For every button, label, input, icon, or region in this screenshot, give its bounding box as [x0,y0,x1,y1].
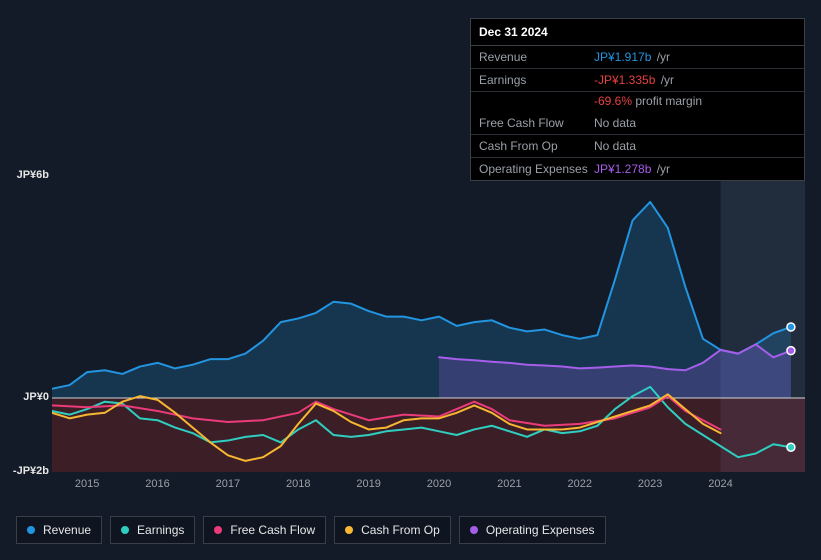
legend-item-free-cash-flow[interactable]: Free Cash Flow [203,516,326,544]
y-axis-label: -JP¥2b [13,465,49,477]
x-axis-label: 2024 [708,478,732,490]
legend-item-earnings[interactable]: Earnings [110,516,195,544]
legend-label: Free Cash Flow [230,523,315,537]
legend-dot-icon [345,526,353,534]
legend-label: Cash From Op [361,523,440,537]
x-axis-label: 2018 [286,478,310,490]
legend-label: Operating Expenses [486,523,595,537]
x-axis-label: 2017 [216,478,240,490]
tooltip-row-value: -JP¥1.335b /yr [594,73,796,87]
earnings-chart[interactable]: JP¥6b JP¥0 -JP¥2b 2015 2016 2017 2018 2019 2020… [16,160,805,500]
legend-item-cash-from-op[interactable]: Cash From Op [334,516,451,544]
legend-label: Revenue [43,523,91,537]
tooltip-row-label: Free Cash Flow [479,116,594,130]
tooltip-row: Free Cash FlowNo data [471,112,804,135]
tooltip-row-label: Operating Expenses [479,162,594,176]
tooltip-row-value: JP¥1.278b /yr [594,162,796,176]
legend-dot-icon [121,526,129,534]
tooltip-row-value: No data [594,116,796,130]
tooltip-date: Dec 31 2024 [471,19,804,46]
x-axis-label: 2016 [145,478,169,490]
legend-dot-icon [214,526,222,534]
y-axis-label: JP¥6b [17,169,49,181]
legend-item-revenue[interactable]: Revenue [16,516,102,544]
tooltip-row-value: No data [594,139,796,153]
tooltip-row-value: JP¥1.917b /yr [594,50,796,64]
legend-label: Earnings [137,523,184,537]
x-axis-label: 2020 [427,478,451,490]
x-axis-label: 2019 [356,478,380,490]
y-axis-label: JP¥0 [23,391,49,403]
tooltip-row: RevenueJP¥1.917b /yr [471,46,804,69]
tooltip-row-sub: -69.6% profit margin [471,92,804,112]
legend-dot-icon [27,526,35,534]
chart-plot-area [52,176,805,472]
legend-dot-icon [470,526,478,534]
x-axis-label: 2021 [497,478,521,490]
chart-legend: Revenue Earnings Free Cash Flow Cash From O… [16,516,606,544]
x-axis-label: 2022 [568,478,592,490]
tooltip-row-label: Cash From Op [479,139,594,153]
tooltip-row-label: Revenue [479,50,594,64]
x-axis-label: 2023 [638,478,662,490]
tooltip-row: Operating ExpensesJP¥1.278b /yr [471,158,804,180]
x-axis-label: 2015 [75,478,99,490]
chart-tooltip: Dec 31 2024 RevenueJP¥1.917b /yrEarnings… [470,18,805,181]
tooltip-row: Cash From OpNo data [471,135,804,158]
tooltip-row: Earnings-JP¥1.335b /yr [471,69,804,92]
tooltip-row-label: Earnings [479,73,594,87]
legend-item-operating-expenses[interactable]: Operating Expenses [459,516,606,544]
